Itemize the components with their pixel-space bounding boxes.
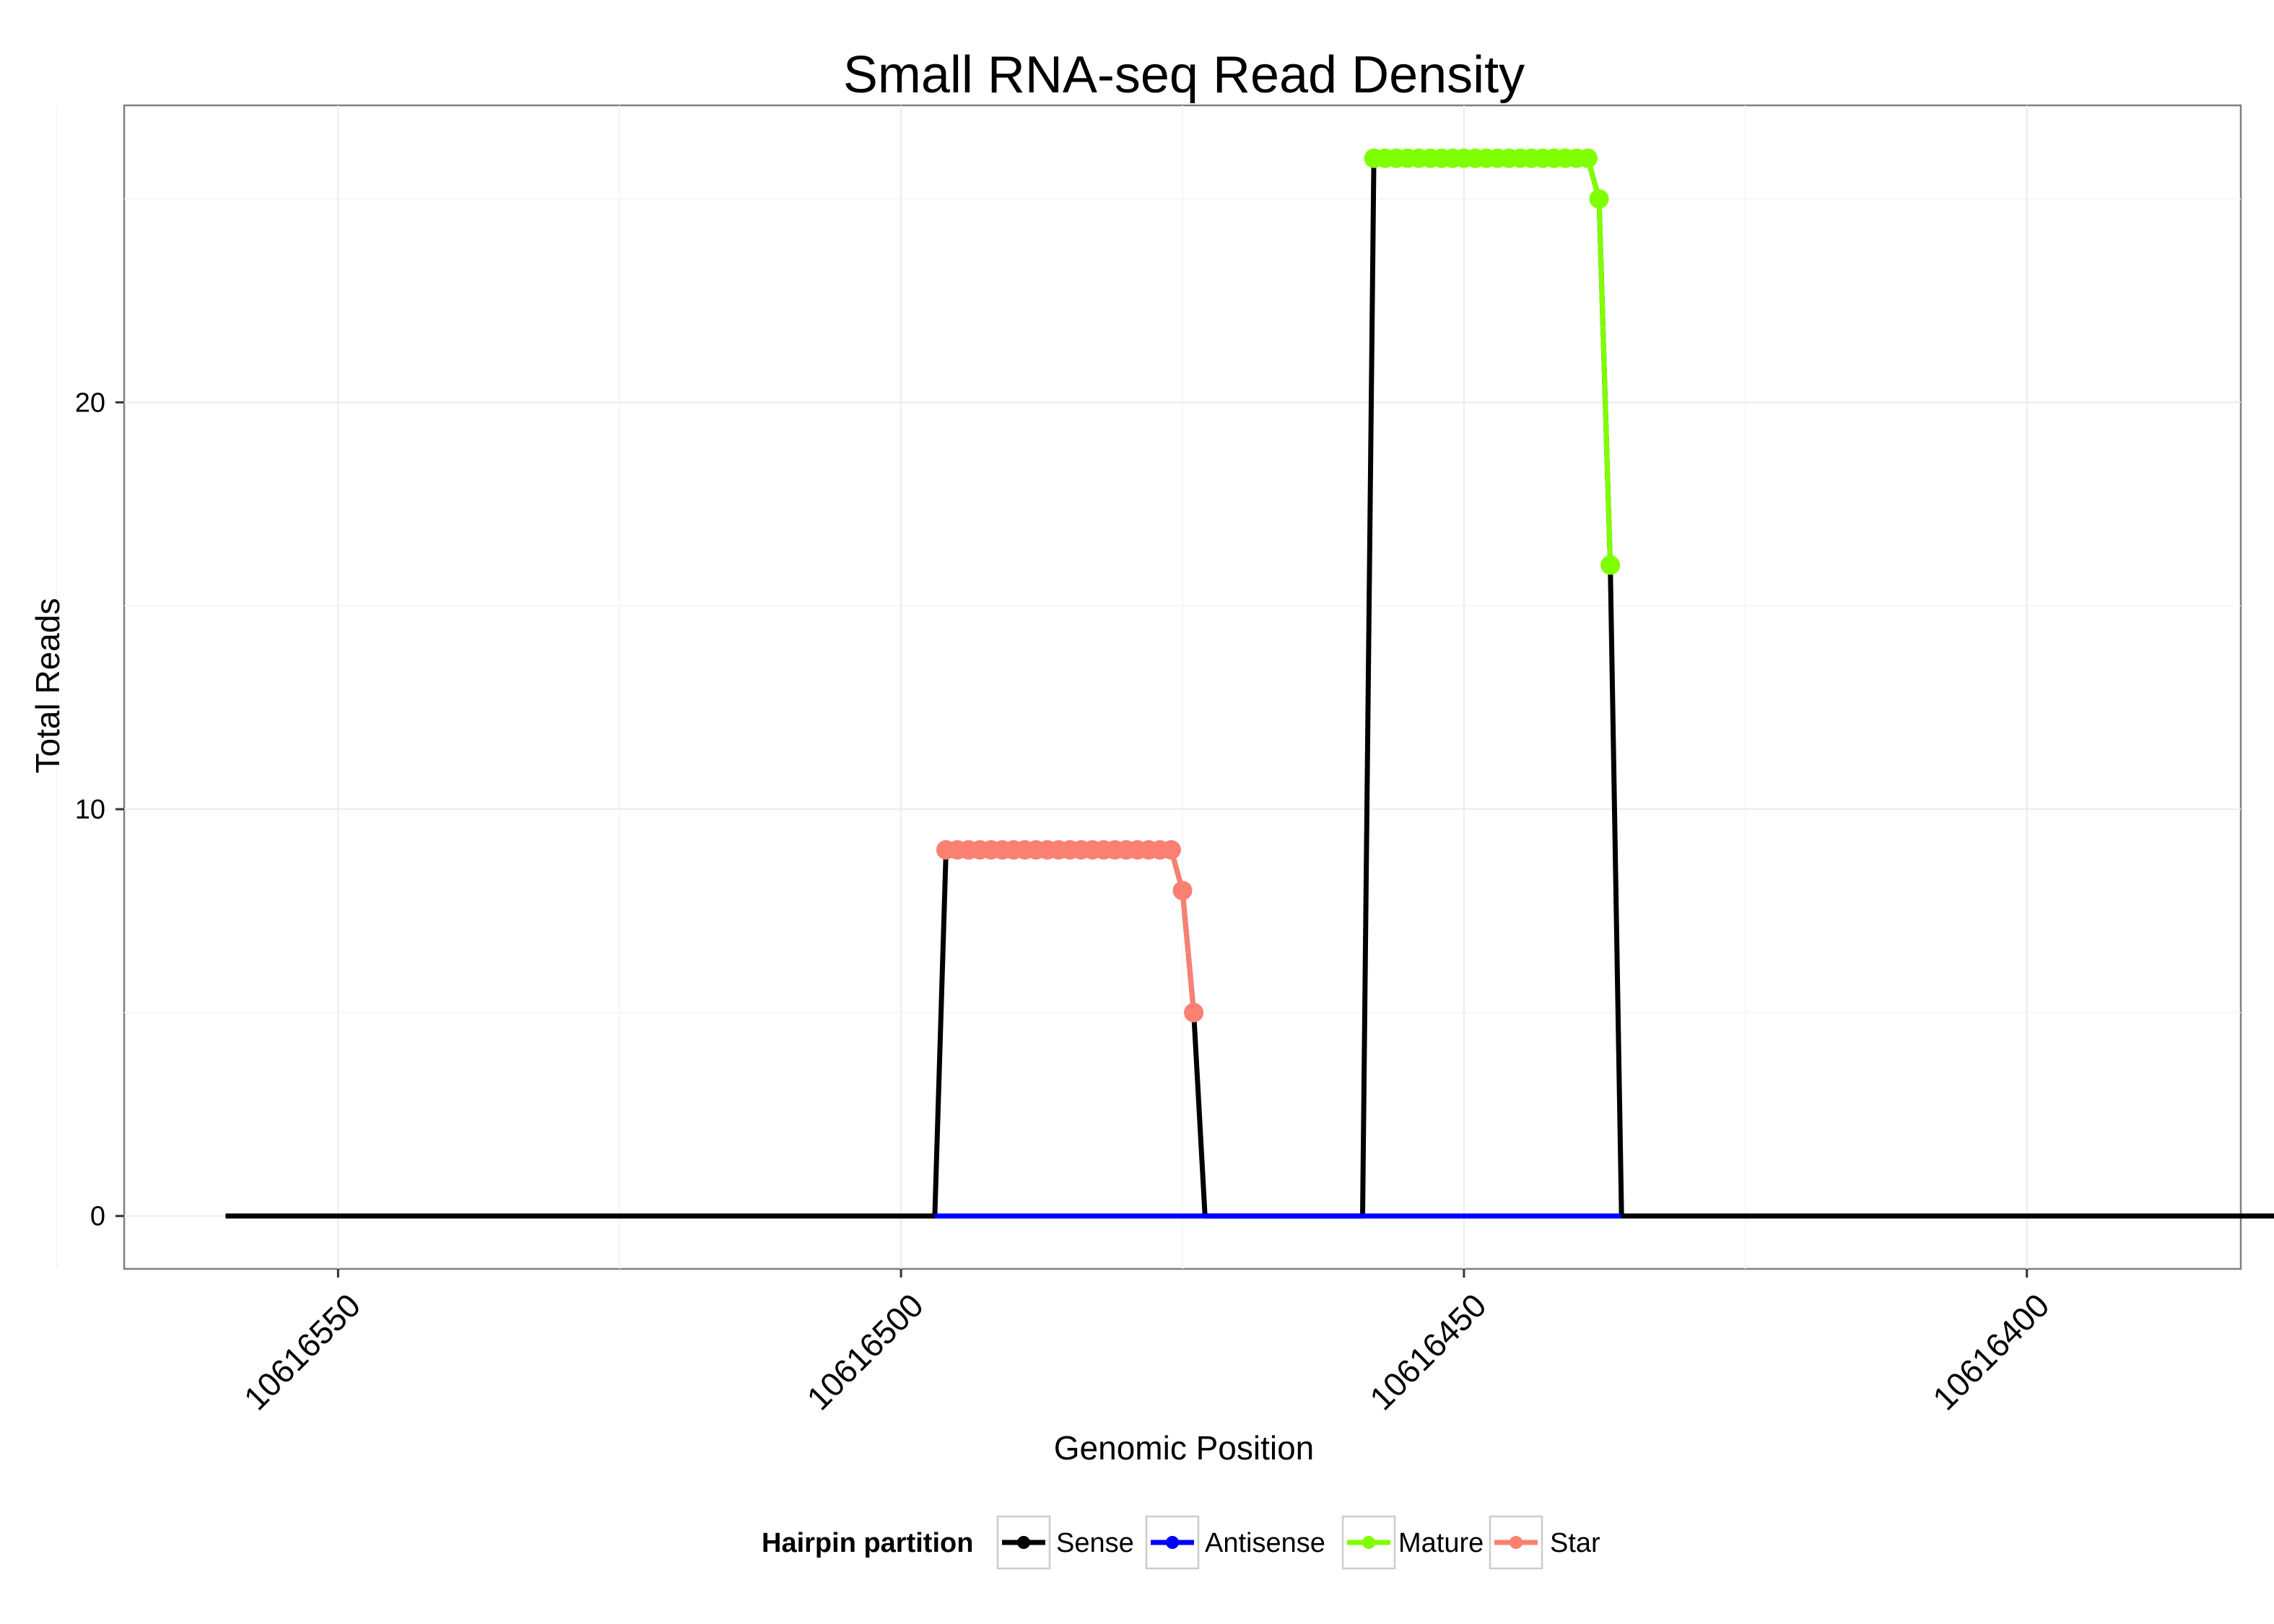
legend-key-point-sense xyxy=(1017,1536,1030,1549)
data-point-mature xyxy=(1600,555,1621,575)
legend-key-point-mature xyxy=(1362,1536,1375,1549)
legend-entries: Sense Antisense Mature Star xyxy=(996,1515,1600,1570)
grid-lines xyxy=(56,105,2241,1269)
legend-key-point-antisense xyxy=(1166,1536,1179,1549)
legend-label-star: Star xyxy=(1550,1528,1600,1558)
x-axis-title: Genomic Position xyxy=(1054,1429,1315,1467)
data-point-star xyxy=(1161,839,1181,860)
chart-title: Small RNA-seq Read Density xyxy=(843,46,1525,104)
data-point-mature xyxy=(1577,148,1598,168)
y-tick-label: 10 xyxy=(75,795,105,825)
data-point-mature xyxy=(1589,189,1609,209)
legend-title: Hairpin partition xyxy=(762,1528,973,1558)
legend: Hairpin partition Sense Antisense Mature St… xyxy=(762,1515,1600,1570)
legend-label-mature: Mature xyxy=(1398,1528,1484,1558)
legend-label-sense: Sense xyxy=(1056,1528,1134,1558)
legend-label-antisense: Antisense xyxy=(1205,1528,1325,1558)
y-tick-label: 0 xyxy=(90,1202,105,1232)
series-points xyxy=(936,148,1621,1023)
y-tick-label: 20 xyxy=(75,388,105,418)
data-point-star xyxy=(1184,1003,1204,1023)
y-axis-title: Total Reads xyxy=(29,598,66,774)
legend-key-point-star xyxy=(1510,1536,1522,1549)
data-point-star xyxy=(1172,881,1193,901)
